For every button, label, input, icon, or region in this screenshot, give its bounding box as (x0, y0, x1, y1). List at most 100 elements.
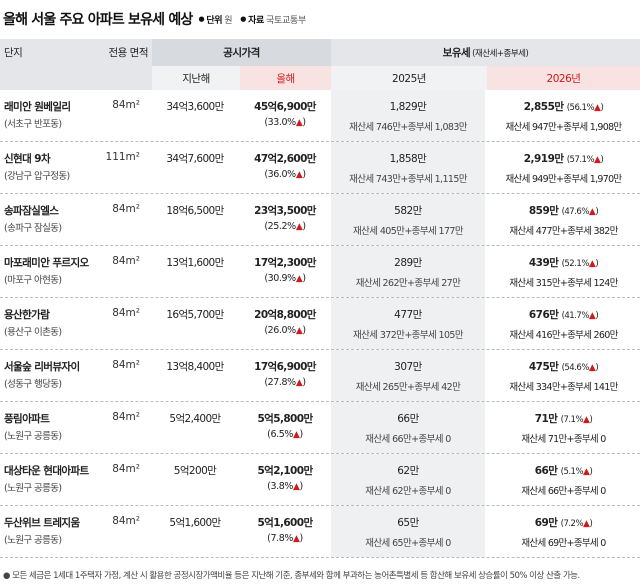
table-row: 용산한가람 (용산구 이촌동) 84m² 16억5,700만 20억8,800만 (26.… (0, 298, 640, 350)
price-last-year: 5억2,400만 (169, 413, 221, 425)
complex-location: (노원구 공릉동) (4, 431, 62, 442)
up-arrow-icon: ▲ (295, 222, 303, 232)
price-this-year: 47억2,600만 (254, 153, 316, 165)
price-last-year: 34억3,600만 (166, 101, 224, 113)
tax-2025: 62만 (397, 465, 419, 477)
tax-2026-pct: (7.1%▲) (560, 415, 593, 425)
price-this-year: 45억6,900만 (254, 101, 316, 113)
header-this-year: 올해 (240, 66, 331, 90)
col-2025-bg (331, 298, 485, 349)
source-label: 자료 (248, 15, 265, 26)
tax-2025-detail: 재산세 66만+종부세 0 (365, 434, 451, 445)
header-complex: 단지 (4, 47, 23, 59)
tax-2026: 66만 (5.1%▲) (487, 463, 640, 478)
tax-2026-value: 475만 (528, 361, 559, 373)
tax-2026-pct: (52.1%▲) (561, 259, 599, 269)
tax-2026: 71만 (7.1%▲) (487, 411, 640, 426)
up-arrow-icon: ▲ (588, 363, 596, 373)
up-arrow-icon: ▲ (594, 155, 601, 165)
up-arrow-icon: ▲ (293, 430, 300, 440)
tax-2026-value: 439만 (528, 257, 559, 269)
table-row: 마포래미안 푸르지오 (마포구 아현동) 84m² 13억1,600만 17억2,300… (0, 246, 640, 298)
tax-2026: 2,855만 (56.1%▲) (487, 99, 640, 114)
bullet-icon: ● (240, 15, 247, 23)
area-value: 84m² (112, 359, 140, 371)
tax-2026-pct-value: (56.1% (566, 103, 595, 113)
tax-2025: 289만 (394, 257, 422, 269)
price-change-value: (3.8% (267, 481, 293, 492)
up-arrow-icon: ▲ (295, 274, 303, 284)
up-arrow-icon: ▲ (295, 118, 303, 128)
tax-2026: 475만 (54.6%▲) (487, 359, 640, 374)
tax-2026: 676만 (41.7%▲) (487, 307, 640, 322)
page-title: 올해 서울 주요 아파트 보유세 예상 (3, 12, 193, 28)
area-value: 84m² (112, 463, 140, 475)
area-value: 84m² (112, 99, 140, 111)
up-arrow-icon: ▲ (588, 259, 596, 269)
price-last-year: 18억6,500만 (166, 205, 224, 217)
tax-2025: 65만 (397, 517, 419, 529)
price-last-year: 34억7,600만 (166, 153, 224, 165)
complex-location: (노원구 공릉동) (4, 483, 62, 494)
table-row: 신현대 9차 (강남구 압구정동) 111m² 34억7,600만 47억2,600만 (… (0, 142, 640, 194)
tax-2025: 477만 (394, 309, 422, 321)
price-this-year: 5억1,600만 (257, 517, 313, 529)
col-2025-bg (331, 90, 485, 141)
tax-2025-detail: 재산세 743만+종부세 1,115만 (349, 174, 467, 185)
complex-name: 풍림아파트 (4, 413, 50, 425)
unit-value: 원 (224, 15, 233, 26)
area-value: 84m² (112, 307, 140, 319)
price-this-year: 17억2,300만 (254, 257, 316, 269)
area-value: 84m² (112, 255, 140, 267)
tax-2026-pct-value: (47.6% (561, 207, 590, 217)
header-complex-area: 단지 전용 면적 (0, 39, 152, 66)
tax-2026-value: 66만 (534, 465, 558, 477)
price-change-value: (30.9% (264, 273, 296, 284)
price-change-value: (26.0% (264, 325, 296, 336)
complex-name: 두산위브 트레지움 (4, 517, 80, 529)
complex-location: (서초구 반포동) (4, 119, 62, 130)
col-2025-bg (331, 142, 485, 193)
tax-2026: 439만 (52.1%▲) (487, 255, 640, 270)
up-arrow-icon: ▲ (588, 311, 596, 321)
tax-2026: 69만 (7.2%▲) (487, 515, 640, 530)
tax-2026-pct-value: (5.1% (560, 467, 584, 477)
tax-2025: 1,858만 (389, 153, 427, 165)
tax-2026-pct: (47.6%▲) (561, 207, 599, 217)
complex-location: (용산구 이촌동) (4, 327, 62, 338)
complex-name: 송파잠실엘스 (4, 205, 59, 217)
bullet-icon: ● (198, 15, 205, 23)
price-change-pct: (33.0%▲) (264, 117, 306, 128)
up-arrow-icon: ▲ (583, 519, 590, 529)
table-row: 래미안 원베일리 (서초구 반포동) 84m² 34억3,600만 45억6,900만 (… (0, 90, 640, 142)
up-arrow-icon: ▲ (588, 207, 596, 217)
tax-2026-detail: 재산세 66만+종부세 0 (521, 486, 606, 497)
subheader-blank (0, 66, 152, 90)
price-this-year: 5억2,100만 (257, 465, 313, 477)
complex-location: (마포구 아현동) (4, 275, 62, 286)
tax-2026-detail: 재산세 477만+종부세 382만 (509, 226, 618, 237)
price-change-value: (36.0% (264, 169, 296, 180)
tax-2025: 582만 (394, 205, 422, 217)
tax-2026: 2,919만 (57.1%▲) (487, 151, 640, 166)
complex-name: 래미안 원베일리 (4, 101, 71, 113)
tax-2026-pct: (5.1%▲) (560, 467, 593, 477)
price-change-pct: (27.8%▲) (264, 377, 306, 388)
unit-note: ● 단위 원 ● 자료 국토교통부 (198, 13, 307, 26)
source-value: 국토교통부 (266, 15, 306, 26)
tax-2026-value: 71만 (534, 413, 558, 425)
complex-location: (성동구 행당동) (4, 379, 62, 390)
tax-2025: 1,829만 (389, 101, 427, 113)
footnote: ● 모든 세금은 1세대 1주택자 가정, 계산 시 활용한 공정시장가액비율 … (3, 571, 580, 581)
tax-2026-detail: 재산세 315만+종부세 124만 (509, 278, 618, 289)
area-value: 84m² (112, 515, 140, 527)
tax-2026: 859만 (47.6%▲) (487, 203, 640, 218)
tax-2026-value: 69만 (534, 517, 558, 529)
table-subheader: 지난해 올해 2025년 2026년 (0, 66, 640, 90)
tax-2025-detail: 재산세 265만+종부세 42만 (355, 382, 461, 393)
complex-name: 대상타운 현대아파트 (4, 465, 89, 477)
tax-2026-pct-value: (52.1% (561, 259, 590, 269)
price-change-value: (6.5% (267, 429, 293, 440)
tax-2026-detail: 재산세 947만+종부세 1,908만 (505, 122, 623, 133)
area-value: 84m² (112, 203, 140, 215)
